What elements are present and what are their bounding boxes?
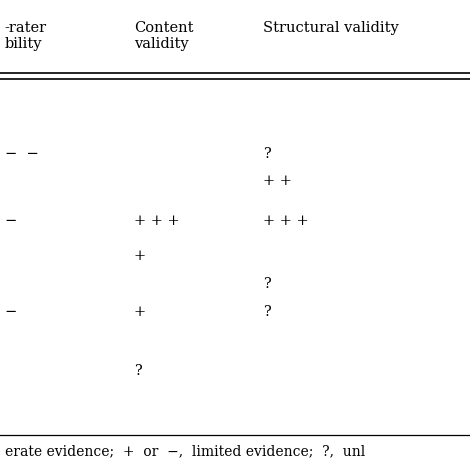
Text: ?: ? [263,147,271,161]
Text: + + +: + + + [134,214,180,228]
Text: −: − [5,214,17,228]
Text: + + +: + + + [263,214,309,228]
Text: Content
validity: Content validity [134,21,194,51]
Text: + +: + + [263,174,292,188]
Text: +: + [134,305,146,319]
Text: ?: ? [134,364,141,378]
Text: −: − [5,305,17,319]
Text: Structural validity: Structural validity [263,21,399,35]
Text: -rater
bility: -rater bility [5,21,47,51]
Text: ?: ? [263,277,271,291]
Text: +: + [134,249,146,263]
Text: −  −: − − [5,147,39,161]
Text: erate evidence;  +  or  −,  limited evidence;  ?,  unl: erate evidence; + or −, limited evidence… [5,444,365,458]
Text: ?: ? [263,305,271,319]
